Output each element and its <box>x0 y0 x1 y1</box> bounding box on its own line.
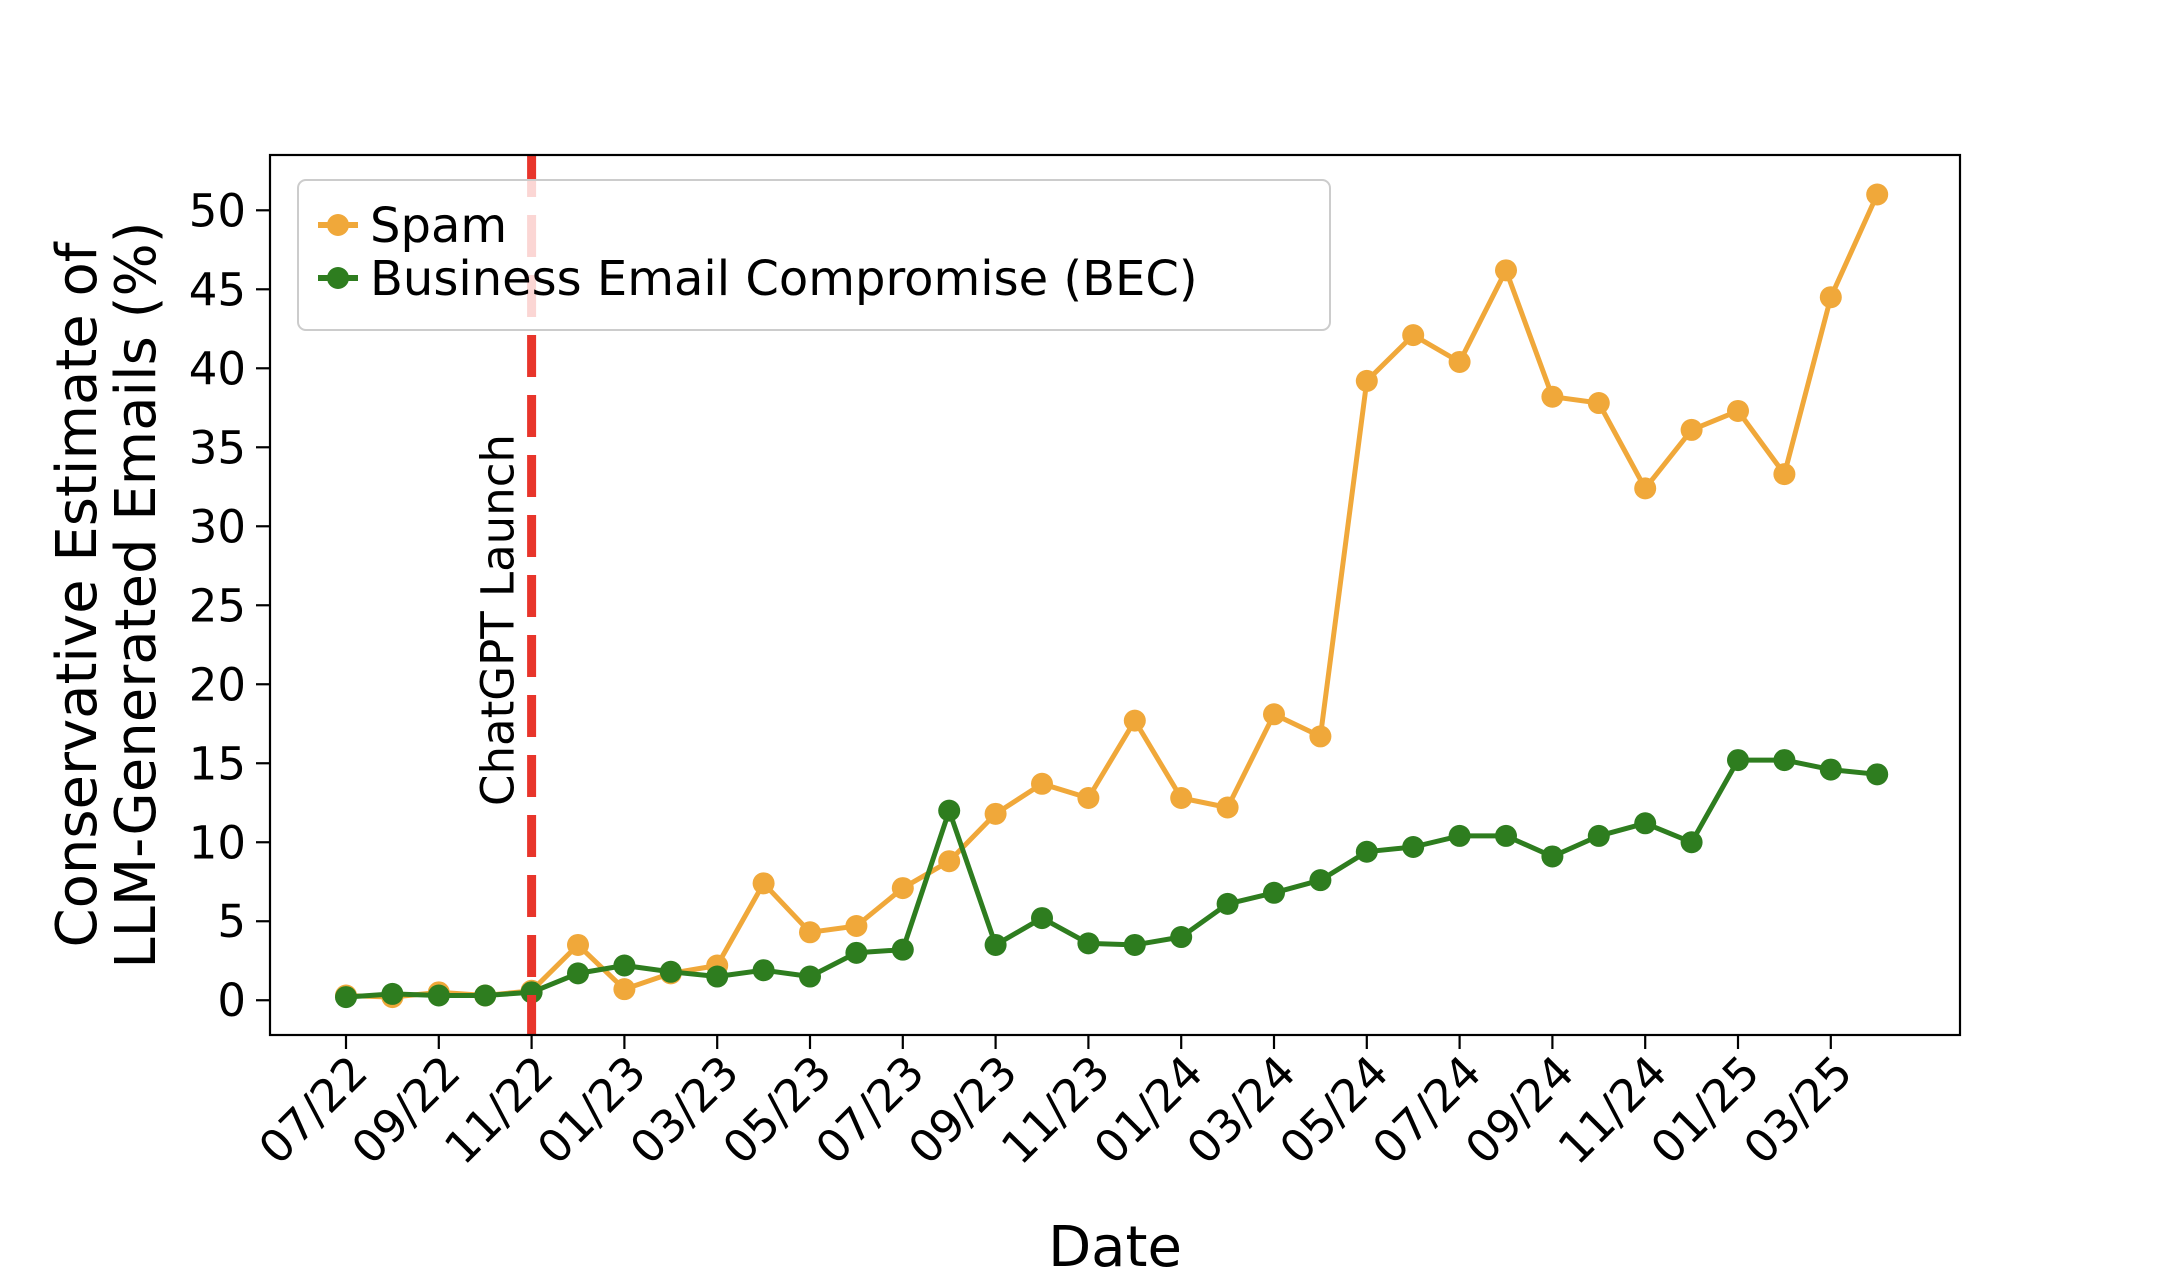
y-axis-title-line1: Conservative Estimate of <box>45 241 110 947</box>
legend-label-bec: Business Email Compromise (BEC) <box>370 251 1198 307</box>
data-point-spam <box>1077 787 1100 810</box>
y-tick-label: 40 <box>189 342 246 395</box>
data-point-bec <box>752 959 775 982</box>
y-axis: 0 5 10 15 20 25 30 35 40 45 50 <box>189 184 270 1027</box>
data-point-bec <box>1634 812 1657 835</box>
data-point-bec <box>335 986 357 1009</box>
data-point-spam <box>1587 392 1610 415</box>
data-point-spam <box>938 850 961 873</box>
data-point-spam <box>1448 350 1471 373</box>
data-point-bec <box>1123 933 1146 956</box>
data-point-bec <box>938 799 961 822</box>
data-point-spam <box>984 802 1007 825</box>
data-point-spam <box>1263 703 1285 726</box>
data-point-spam <box>1680 418 1703 441</box>
data-point-spam <box>1819 286 1842 309</box>
data-point-spam <box>1170 787 1193 810</box>
data-point-bec <box>1680 831 1703 854</box>
data-point-bec <box>659 960 682 983</box>
data-point-spam <box>1355 369 1378 392</box>
data-point-bec <box>1866 763 1889 786</box>
data-point-bec <box>1587 824 1610 847</box>
x-axis-title: Date <box>1048 1215 1182 1280</box>
data-point-bec <box>1448 824 1471 847</box>
data-point-bec <box>1077 932 1100 955</box>
y-tick-label: 25 <box>189 579 246 632</box>
data-point-bec <box>1541 845 1564 868</box>
data-point-spam <box>1866 183 1889 206</box>
y-tick-label: 5 <box>217 895 246 948</box>
data-point-bec <box>799 965 821 988</box>
data-point-bec <box>1170 926 1193 949</box>
data-point-bec <box>1263 881 1285 904</box>
y-tick-label: 35 <box>189 421 246 474</box>
data-point-bec <box>1819 758 1842 781</box>
series-line-bec <box>345 757 1878 1000</box>
y-tick-label: 30 <box>189 500 246 553</box>
data-point-bec <box>1309 869 1332 892</box>
y-tick-label: 45 <box>189 263 246 316</box>
data-point-bec <box>1495 824 1517 847</box>
data-point-spam <box>1727 399 1749 422</box>
y-tick-label: 10 <box>189 816 246 869</box>
data-point-bec <box>1216 892 1239 915</box>
y-tick-label: 15 <box>189 737 246 790</box>
data-point-spam <box>1541 385 1564 408</box>
data-point-spam <box>1634 477 1657 500</box>
data-point-spam <box>1402 324 1425 347</box>
data-point-bec <box>984 933 1007 956</box>
data-point-spam <box>1031 772 1053 795</box>
data-point-spam <box>567 933 589 956</box>
data-point-bec <box>474 984 497 1007</box>
data-point-spam <box>1123 709 1146 732</box>
data-point-spam <box>1773 463 1796 486</box>
x-tick-label: 03/25 <box>1733 1045 1862 1174</box>
legend-marker-spam <box>327 214 349 236</box>
chatgpt-launch-label: ChatGPT Launch <box>472 434 525 806</box>
legend-label-spam: Spam <box>370 198 507 254</box>
data-point-spam <box>1495 259 1517 282</box>
data-point-spam <box>845 914 868 937</box>
data-point-bec <box>845 941 868 964</box>
y-tick-label: 0 <box>217 974 246 1027</box>
data-point-bec <box>1031 907 1053 930</box>
data-point-bec <box>891 938 914 961</box>
data-point-bec <box>427 984 450 1007</box>
data-point-spam <box>891 877 914 900</box>
y-tick-label: 50 <box>189 184 246 237</box>
data-point-bec <box>1773 749 1796 772</box>
data-point-bec <box>1727 749 1749 772</box>
data-point-bec <box>613 954 636 977</box>
data-point-spam <box>799 921 821 944</box>
data-point-bec <box>567 962 589 985</box>
data-point-bec <box>1402 835 1425 858</box>
data-point-bec <box>381 982 404 1005</box>
data-point-spam <box>613 978 636 1001</box>
data-point-spam <box>752 872 775 895</box>
data-point-bec <box>520 981 543 1004</box>
x-axis: 07/2209/2211/2201/2303/2305/2307/2309/23… <box>249 1035 1863 1174</box>
legend-marker-bec <box>327 267 349 289</box>
data-point-bec <box>1355 840 1378 863</box>
plot-frame <box>268 153 1962 1037</box>
y-tick-label: 20 <box>189 658 246 711</box>
data-point-bec <box>706 965 729 988</box>
series-layer <box>335 183 1889 1009</box>
data-point-spam <box>1216 796 1239 819</box>
legend-box <box>297 179 1331 331</box>
legend: Spam Business Email Compromise (BEC) <box>297 179 1331 331</box>
data-point-spam <box>1309 725 1332 748</box>
y-axis-title-line2: LLM-Generated Emails (%) <box>104 221 169 968</box>
